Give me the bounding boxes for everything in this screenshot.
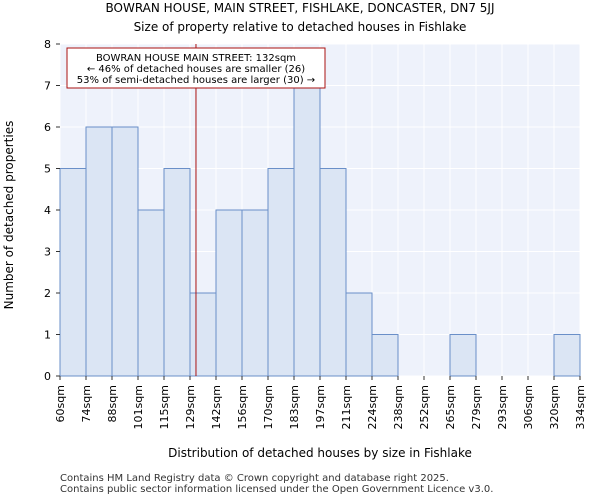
annotation-line-2: ← 46% of detached houses are smaller (26… [87,64,305,75]
chart-subtitle: Size of property relative to detached ho… [133,20,467,34]
y-tick-label-8: 8 [44,38,51,51]
bar-115sqm [163,168,191,377]
x-tick-label-265sqm: 265sqm [444,385,457,429]
y-tick-label-6: 6 [44,121,51,134]
y-ticks: 0 1 2 3 4 5 6 7 8 [44,38,60,383]
x-tick-label-60sqm: 60sqm [54,385,67,422]
x-tick-label-101sqm: 101sqm [132,385,145,429]
bar-183sqm [293,85,321,377]
y-tick-label-3: 3 [44,246,51,259]
bar-265sqm [449,334,477,377]
bar-224sqm [371,334,399,377]
bar-156sqm [241,209,269,377]
x-tick-label-88sqm: 88sqm [106,385,119,422]
x-ticks: 60sqm 74sqm 88sqm 101sqm 115sqm 129sqm 142sqm 1… [54,376,587,429]
footer-line-2: Contains public sector information licen… [60,484,494,495]
x-tick-label-183sqm: 183sqm [288,385,301,429]
bars [59,85,581,377]
x-tick-label-293sqm: 293sqm [496,385,509,429]
bar-211sqm [345,292,373,377]
bar-170sqm [267,168,295,377]
x-tick-label-334sqm: 334sqm [574,385,587,429]
x-tick-label-74sqm: 74sqm [80,385,93,422]
y-tick-label-4: 4 [44,204,51,217]
bar-320sqm [553,334,581,377]
bar-142sqm [215,209,243,377]
x-tick-label-211sqm: 211sqm [340,385,353,429]
bar-101sqm [137,209,165,377]
x-tick-label-320sqm: 320sqm [548,385,561,429]
x-tick-label-142sqm: 142sqm [210,385,223,429]
histogram-chart: 0 1 2 3 4 5 6 7 8 60sqm 74sqm 88sqm 101sqm 115sqm 129… [2,38,587,460]
y-tick-label-5: 5 [44,163,51,176]
annotation-line-3: 53% of semi-detached houses are larger (… [77,75,315,86]
y-tick-label-7: 7 [44,80,51,93]
y-tick-label-1: 1 [44,329,51,342]
x-tick-label-224sqm: 224sqm [366,385,379,429]
x-tick-label-156sqm: 156sqm [236,385,249,429]
x-tick-label-252sqm: 252sqm [418,385,431,429]
footer-line-1: Contains HM Land Registry data © Crown c… [60,473,449,484]
y-tick-label-2: 2 [44,287,51,300]
bar-74sqm [85,126,113,377]
bar-129sqm [189,292,217,377]
y-axis-label: Number of detached properties [2,121,16,310]
bar-60sqm [59,168,87,377]
x-tick-label-170sqm: 170sqm [262,385,275,429]
x-tick-label-238sqm: 238sqm [392,385,405,429]
annotation-box: BOWRAN HOUSE MAIN STREET: 132sqm ← 46% o… [66,47,326,89]
bar-197sqm [319,168,347,377]
chart-title: BOWRAN HOUSE, MAIN STREET, FISHLAKE, DON… [105,1,495,15]
x-tick-label-115sqm: 115sqm [158,385,171,429]
x-tick-label-197sqm: 197sqm [314,385,327,429]
x-tick-label-129sqm: 129sqm [184,385,197,429]
x-tick-label-279sqm: 279sqm [470,385,483,429]
x-tick-label-306sqm: 306sqm [522,385,535,429]
y-tick-label-0: 0 [44,370,51,383]
x-axis-label: Distribution of detached houses by size … [168,446,472,460]
bar-88sqm [111,126,139,377]
annotation-line-1: BOWRAN HOUSE MAIN STREET: 132sqm [96,53,296,64]
